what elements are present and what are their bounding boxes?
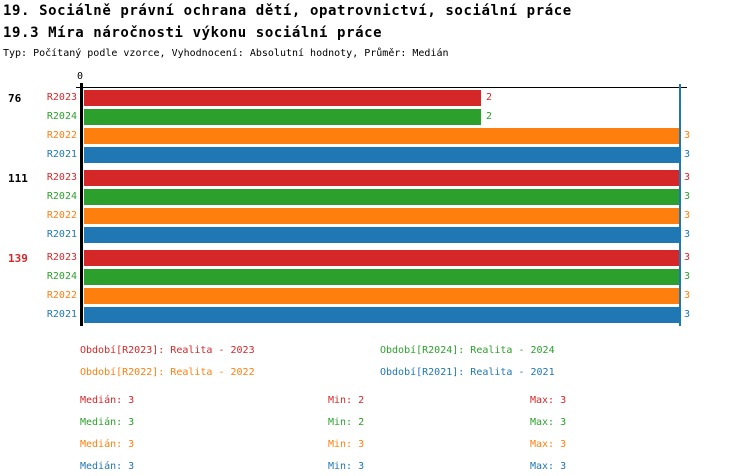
median-line xyxy=(679,84,681,326)
bar-series-label-R2023: R2023 xyxy=(46,172,77,183)
stat-max-R2021: Max: 3 xyxy=(530,461,567,472)
bar-value-label: 3 xyxy=(684,271,691,282)
bar-R2022-group-139 xyxy=(84,288,679,304)
bar-value-label: 3 xyxy=(684,229,691,240)
bar-value-label: 2 xyxy=(486,92,493,103)
bar-R2023-group-111 xyxy=(84,170,679,186)
bar-R2024-group-139 xyxy=(84,269,679,285)
stat-median-R2024: Medián: 3 xyxy=(80,417,135,428)
bar-series-label-R2022: R2022 xyxy=(46,290,77,301)
legend-item-3: Období[R2022]: Realita - 2022 xyxy=(80,367,255,378)
group-label-139: 139 xyxy=(8,252,28,265)
bar-R2022-group-76 xyxy=(84,128,679,144)
bar-R2021-group-139 xyxy=(84,307,679,323)
bar-value-label: 3 xyxy=(684,309,691,320)
bar-value-label: 3 xyxy=(684,149,691,160)
stat-min-R2023: Min: 2 xyxy=(328,395,365,406)
bar-R2024-group-76 xyxy=(84,109,481,125)
bar-series-label-R2021: R2021 xyxy=(46,309,77,320)
stat-median-R2022: Medián: 3 xyxy=(80,439,135,450)
group-label-76: 76 xyxy=(8,92,22,105)
bar-series-label-R2024: R2024 xyxy=(46,191,77,202)
bar-R2023-group-139 xyxy=(84,250,679,266)
page-title-line1: 19. Sociálně právní ochrana dětí, opatro… xyxy=(3,3,572,19)
page-title-line2: 19.3 Míra náročnosti výkonu sociální prá… xyxy=(3,25,383,41)
bar-value-label: 2 xyxy=(486,111,493,122)
bar-value-label: 3 xyxy=(684,172,691,183)
bar-value-label: 3 xyxy=(684,130,691,141)
group-label-111: 111 xyxy=(8,172,28,185)
y-axis-line xyxy=(80,83,83,326)
legend-item-1: Období[R2023]: Realita - 2023 xyxy=(80,345,255,356)
bar-R2021-group-76 xyxy=(84,147,679,163)
x-axis-zero-label: 0 xyxy=(76,71,84,82)
bar-R2021-group-111 xyxy=(84,227,679,243)
stat-max-R2022: Max: 3 xyxy=(530,439,567,450)
bar-value-label: 3 xyxy=(684,191,691,202)
stat-median-R2021: Medián: 3 xyxy=(80,461,135,472)
chart-meta-line: Typ: Počítaný podle vzorce, Vyhodnocení:… xyxy=(3,48,449,59)
bar-series-label-R2023: R2023 xyxy=(46,252,77,263)
bar-series-label-R2022: R2022 xyxy=(46,130,77,141)
stat-median-R2023: Medián: 3 xyxy=(80,395,135,406)
bar-R2023-group-76 xyxy=(84,90,481,106)
bar-series-label-R2021: R2021 xyxy=(46,229,77,240)
x-axis-line xyxy=(76,87,687,88)
bar-series-label-R2022: R2022 xyxy=(46,210,77,221)
bar-value-label: 3 xyxy=(684,252,691,263)
bar-R2022-group-111 xyxy=(84,208,679,224)
bar-value-label: 3 xyxy=(684,290,691,301)
legend-item-4: Období[R2021]: Realita - 2021 xyxy=(380,367,555,378)
stat-max-R2023: Max: 3 xyxy=(530,395,567,406)
bar-series-label-R2023: R2023 xyxy=(46,92,77,103)
stat-min-R2024: Min: 2 xyxy=(328,417,365,428)
stat-min-R2021: Min: 3 xyxy=(328,461,365,472)
bar-series-label-R2024: R2024 xyxy=(46,111,77,122)
legend-item-2: Období[R2024]: Realita - 2024 xyxy=(380,345,555,356)
stat-max-R2024: Max: 3 xyxy=(530,417,567,428)
bar-R2024-group-111 xyxy=(84,189,679,205)
bar-series-label-R2024: R2024 xyxy=(46,271,77,282)
bar-series-label-R2021: R2021 xyxy=(46,149,77,160)
bar-value-label: 3 xyxy=(684,210,691,221)
stat-min-R2022: Min: 3 xyxy=(328,439,365,450)
